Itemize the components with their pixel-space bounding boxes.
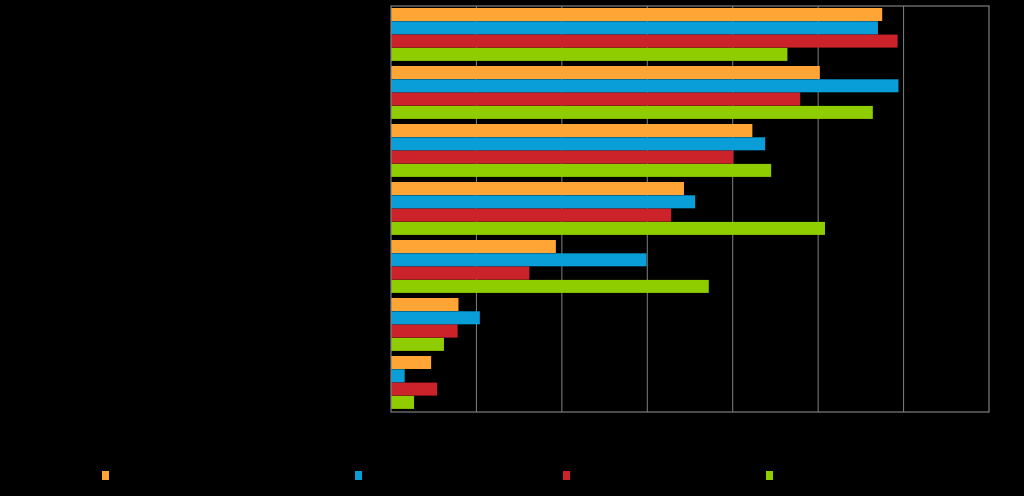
bar-group2-series4 [391,105,873,119]
bar-group4-series1 [391,182,685,195]
legend-swatch-3 [563,470,570,480]
bar-group1-series2 [391,21,878,35]
bar-group7-series4 [391,395,415,409]
bar-group3-series4 [391,163,772,177]
bar-group1-series3 [391,34,898,48]
bar-group-4 [391,182,825,235]
legend-item-2 [355,468,362,482]
bar-group3-series2 [391,137,766,151]
legend-item-4 [766,468,773,482]
legend-item-3 [563,468,570,482]
bar-group5-series1 [391,240,556,253]
plot-frame [390,5,990,413]
bar-group7-series2 [391,369,405,383]
legend-swatch-4 [766,470,773,480]
bar-group1-series4 [391,47,788,61]
bar-group-3 [391,124,772,177]
bar-group5-series3 [391,266,530,280]
bar-group7-series1 [391,356,432,369]
legend-swatch-2 [355,470,362,480]
bar-group6-series1 [391,298,459,311]
bar-group-6 [391,298,480,351]
bar-group-7 [391,356,438,409]
bar-group2-series1 [391,66,820,79]
bar-group3-series1 [391,124,753,137]
bar-group-1 [391,8,898,61]
bar-group-5 [391,240,709,293]
legend-swatch-1 [102,470,109,480]
bar-group2-series2 [391,79,899,93]
bar-group6-series4 [391,337,444,351]
bar-group3-series3 [391,150,734,164]
bar-chart [390,5,990,413]
legend [0,468,1024,484]
bar-group5-series4 [391,279,709,293]
bars [391,8,899,409]
legend-item-1 [102,468,109,482]
bar-group5-series2 [391,253,647,267]
bar-group4-series2 [391,195,696,209]
bar-group7-series3 [391,382,438,396]
bar-group4-series3 [391,208,672,222]
bar-group2-series3 [391,92,801,106]
bar-group1-series1 [391,8,883,21]
bar-group6-series2 [391,311,480,325]
bar-group6-series3 [391,324,458,338]
bar-group-2 [391,66,899,119]
bar-group4-series4 [391,221,825,235]
